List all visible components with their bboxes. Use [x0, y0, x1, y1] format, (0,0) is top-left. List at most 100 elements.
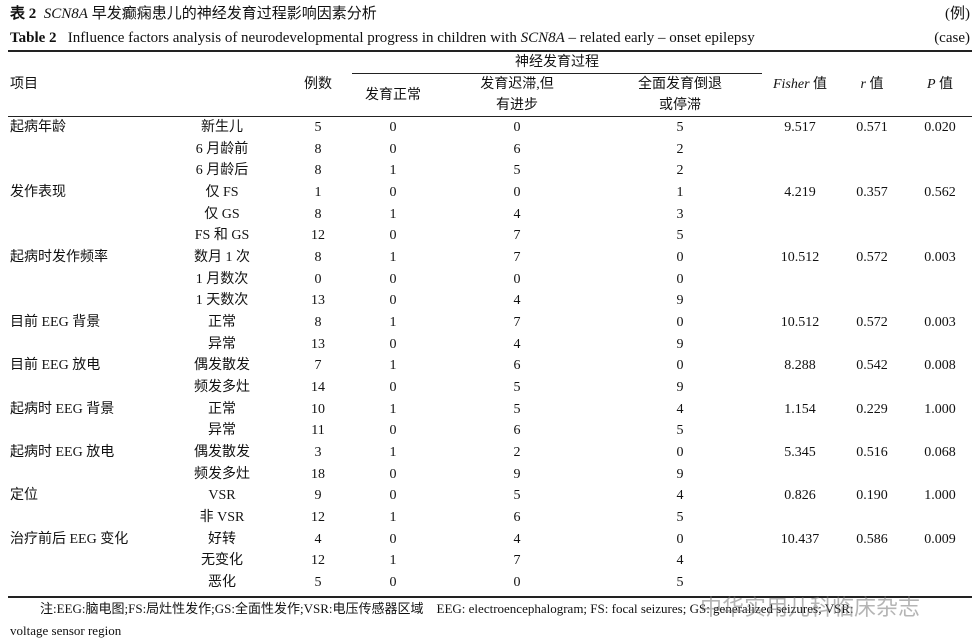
- title: 早发癫痫患儿的神经发育过程影响因素分析: [91, 6, 377, 22]
- subgroup: 好转: [208, 531, 236, 547]
- cell: 5: [314, 575, 322, 591]
- cell: 0: [676, 271, 684, 287]
- column-header: 有进步: [496, 98, 538, 113]
- cell: 1: [389, 163, 397, 179]
- cell: 4: [513, 336, 521, 352]
- column-header: 或停滞: [659, 98, 701, 113]
- column-header: 发育迟滞,但: [480, 77, 554, 92]
- cell: 6: [513, 510, 521, 526]
- cell: 0: [389, 466, 397, 482]
- cell: 0: [513, 575, 521, 591]
- subgroup: 无变化: [201, 553, 243, 569]
- cell: 4: [513, 531, 521, 547]
- symbol: P: [926, 77, 936, 92]
- note: voltage sensor region: [10, 623, 122, 638]
- cell: 0: [389, 423, 397, 439]
- subgroup: 偶发散发: [194, 445, 250, 461]
- r-value: 0.571: [856, 120, 888, 135]
- cell: 1: [389, 510, 397, 526]
- factor: 定位: [10, 488, 38, 504]
- cell: 0: [389, 380, 397, 396]
- cell: 0: [314, 271, 322, 287]
- cell: 7: [513, 228, 521, 244]
- subgroup: 偶发散发: [194, 358, 250, 374]
- cell: 2: [513, 445, 521, 461]
- header-rule: [8, 116, 972, 117]
- p-value: 0.003: [924, 315, 956, 331]
- cell: 1: [389, 358, 397, 374]
- fisher-value: 0.826: [784, 488, 816, 504]
- cell: 8: [314, 315, 322, 331]
- cell: 12: [311, 228, 325, 244]
- cell: 0: [676, 531, 684, 547]
- cell: 6: [513, 141, 521, 157]
- subgroup: 频发多灶: [194, 380, 250, 396]
- factor: 起病时 EEG 放电: [10, 445, 115, 461]
- cell: 9: [676, 293, 684, 309]
- title: – related early – onset epilepsy: [568, 30, 755, 46]
- cell: 8: [314, 250, 322, 266]
- cell: 9: [676, 466, 684, 482]
- subgroup: 异常: [208, 336, 236, 352]
- r-value: 0.190: [856, 488, 888, 504]
- gene: SCN8A: [520, 30, 565, 46]
- cell: 11: [311, 423, 325, 439]
- cell: 12: [311, 553, 325, 569]
- cell: 0: [389, 228, 397, 244]
- note: 注:EEG:脑电图;FS:局灶性发作;GS:全面性发作;VSR:电压传感器区域 …: [40, 601, 854, 616]
- p-value: 0.003: [924, 250, 956, 266]
- cell: 1: [389, 206, 397, 222]
- title-en: Table 2 Influence factors analysis of ne…: [10, 30, 755, 46]
- subgroup: 非 VSR: [199, 510, 245, 526]
- cell: 0: [389, 293, 397, 309]
- cell: 0: [513, 120, 521, 135]
- subgroup: VSR: [208, 488, 236, 504]
- factor: 起病时 EEG 背景: [10, 401, 115, 417]
- factor: 治疗前后 EEG 变化: [10, 531, 129, 547]
- word: 值: [935, 77, 954, 92]
- cell: 0: [389, 575, 397, 591]
- factor: 发作表现: [10, 185, 66, 200]
- cell: 8: [314, 163, 322, 179]
- word: 值: [865, 77, 884, 92]
- cell: 0: [676, 250, 684, 266]
- cell: 0: [676, 358, 684, 374]
- fisher-value: 10.512: [780, 315, 820, 331]
- r-value: 0.516: [856, 445, 888, 461]
- group-rule: [352, 73, 762, 74]
- table-label: Table 2: [10, 30, 57, 46]
- r-value: 0.229: [856, 401, 888, 417]
- p-value: 0.020: [924, 120, 956, 135]
- cell: 1: [389, 401, 397, 417]
- cell: 1: [389, 315, 397, 331]
- r-value: 0.357: [856, 185, 888, 200]
- unit: (case): [934, 30, 970, 46]
- fisher-value: 4.219: [784, 185, 816, 200]
- cell: 6: [513, 423, 521, 439]
- fisher-value: 5.345: [784, 445, 816, 461]
- subgroup: 仅 GS: [204, 206, 240, 222]
- title-cn: 表 2 SCN8A 早发癫痫患儿的神经发育过程影响因素分析: [10, 6, 377, 22]
- r-value: 0.572: [856, 315, 888, 331]
- cell: 5: [513, 380, 521, 396]
- subgroup: 新生儿: [201, 120, 243, 135]
- cell: 5: [513, 163, 521, 179]
- top-rule: [8, 50, 972, 52]
- subgroup: 正常: [208, 315, 236, 331]
- factor: 目前 EEG 背景: [10, 315, 101, 331]
- cell: 4: [513, 206, 521, 222]
- p-value: 1.000: [924, 401, 956, 417]
- subgroup: 正常: [208, 401, 236, 417]
- cell: 1: [676, 185, 684, 200]
- r-value: 0.572: [856, 250, 888, 266]
- subgroup: 数月 1 次: [194, 250, 250, 266]
- cell: 7: [513, 553, 521, 569]
- subgroup: 异常: [208, 423, 236, 439]
- cell: 3: [676, 206, 684, 222]
- cell: 4: [676, 488, 684, 504]
- r-value: 0.542: [856, 358, 888, 374]
- cell: 5: [513, 401, 521, 417]
- column-header: Fisher 值: [773, 77, 827, 93]
- unit: (例): [945, 6, 970, 22]
- cell: 10: [311, 401, 325, 417]
